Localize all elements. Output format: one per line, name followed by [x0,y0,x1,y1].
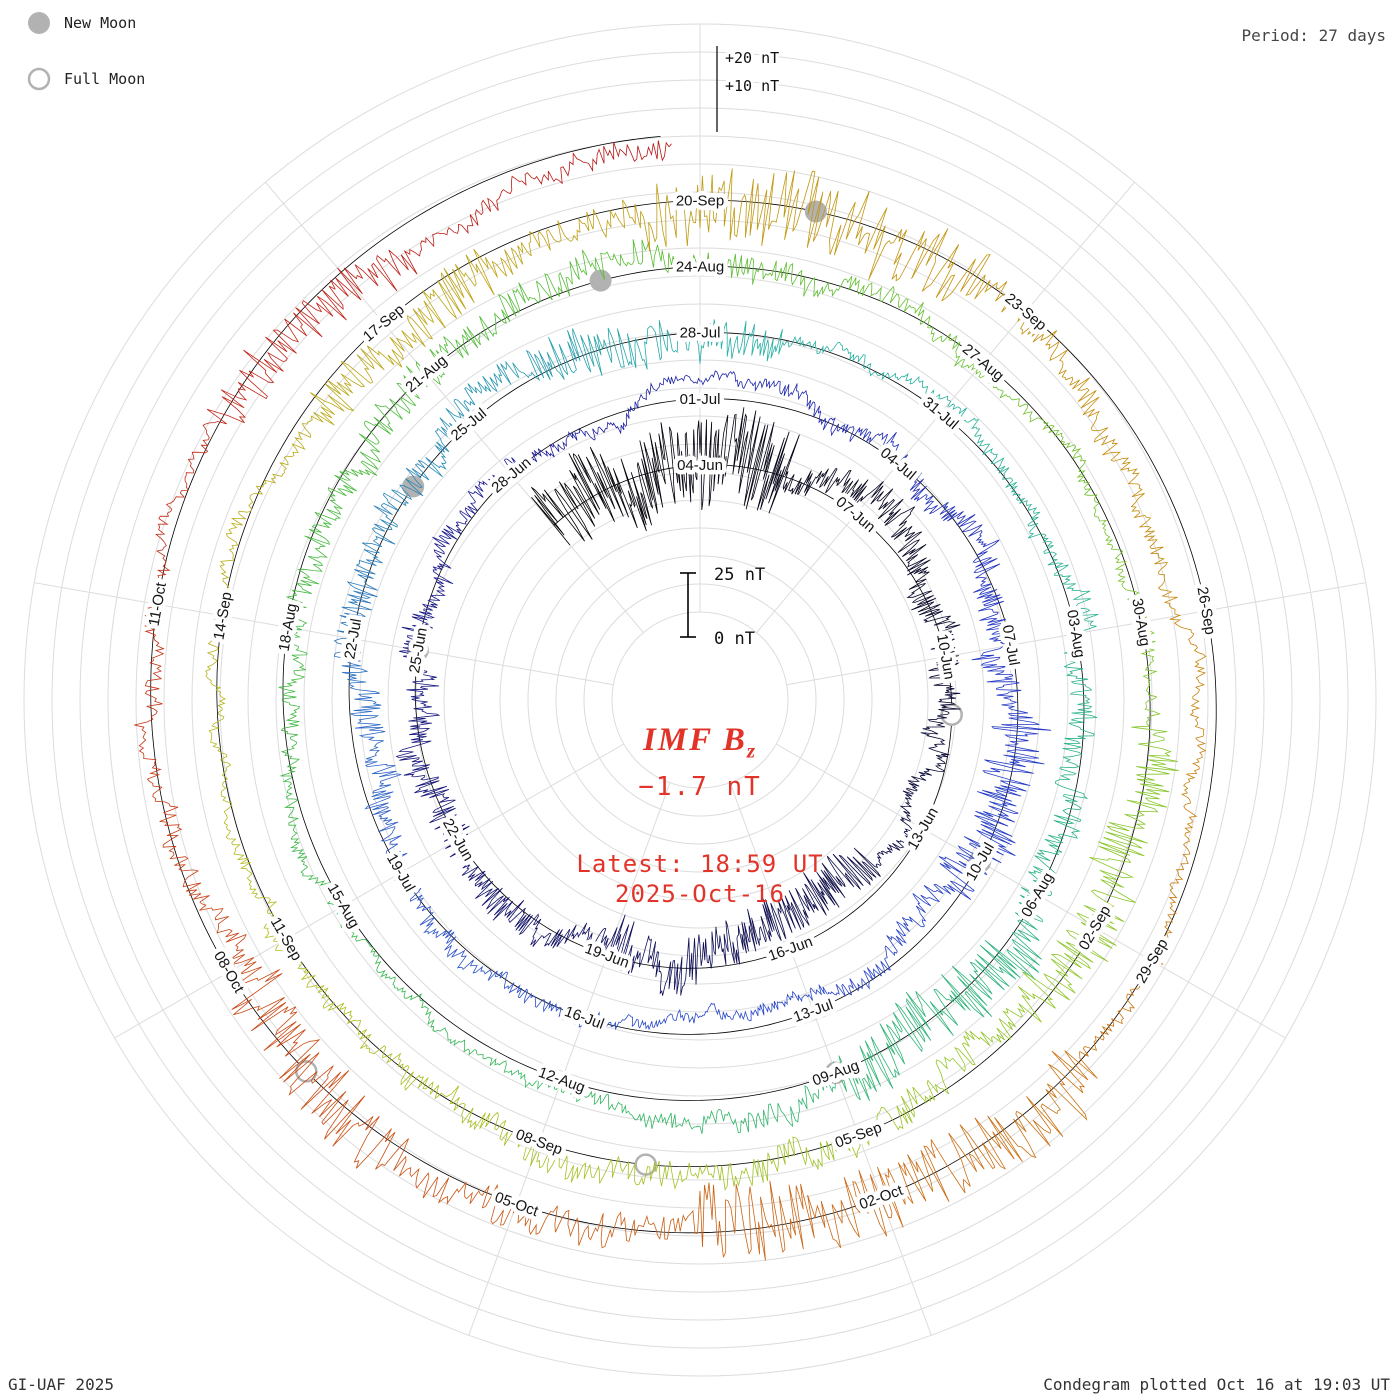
date-label: 11-Oct [146,580,171,627]
date-label: 02-Oct [857,1182,906,1214]
date-label: 24-Aug [676,259,724,276]
date-label: 07-Jun [832,493,878,536]
date-label: 13-Jul [791,996,835,1026]
date-label: 13-Jun [904,805,942,853]
date-label: 11-Sep [267,914,305,963]
scale-0nT-label: 0 nT [714,629,755,649]
date-label: 10-Jun [933,633,958,681]
period-label: Period: 27 days [1241,26,1387,45]
date-label: 30-Aug [1128,597,1153,648]
plus20nT-label: +20 nT [725,49,779,67]
date-label: 19-Jul [383,851,418,895]
new-moon-icon [28,12,50,34]
legend-new-moon: New Moon [26,8,145,38]
bz-trace [134,140,1207,1261]
credit-label: GI-UAF 2025 [8,1375,114,1394]
date-label: 16-Jul [562,1003,606,1033]
full-moon-icon [27,67,51,91]
date-label: 20-Sep [676,192,724,209]
top-axis: +20 nT +10 nT [716,46,782,132]
plotted-timestamp: Condegram plotted Oct 16 at 19:03 UT [1043,1375,1390,1394]
moon-markers [295,200,992,1176]
amplitude-scale: 25 nT 0 nT [680,565,765,649]
date-label: 28-Jul [680,325,721,342]
date-label: 18-Aug [276,602,301,653]
scale-25nT-label: 25 nT [714,565,765,585]
date-label: 10-Jul [963,840,998,884]
date-label: 22-Jun [439,816,477,864]
date-label: 16-Jun [766,933,815,965]
date-label: 23-Sep [1002,290,1050,334]
date-label: 03-Aug [1063,608,1088,659]
moon-legend: New Moon Full Moon [26,8,145,120]
polar-gridlines [23,23,1377,1377]
date-label: 04-Jul [877,444,919,483]
date-label: 26-Sep [1193,585,1218,636]
legend-new-moon-label: New Moon [64,14,137,32]
date-label: 14-Sep [210,591,235,642]
date-label: 21-Aug [402,352,450,396]
date-label: 07-Jul [999,624,1023,667]
date-label: 29-Sep [1133,936,1172,986]
date-label: 04-Jun [677,457,723,474]
legend-full-moon-label: Full Moon [64,70,146,88]
full-moon-marker [295,1060,318,1083]
date-label: 28-Jun [488,454,534,497]
date-label: 22-Jul [341,617,365,660]
plus10nT-label: +10 nT [725,77,779,95]
new-moon-marker [589,269,612,292]
date-label: 01-Jul [680,391,721,408]
legend-full-moon: Full Moon [26,64,145,94]
date-label: 31-Jul [919,394,961,433]
